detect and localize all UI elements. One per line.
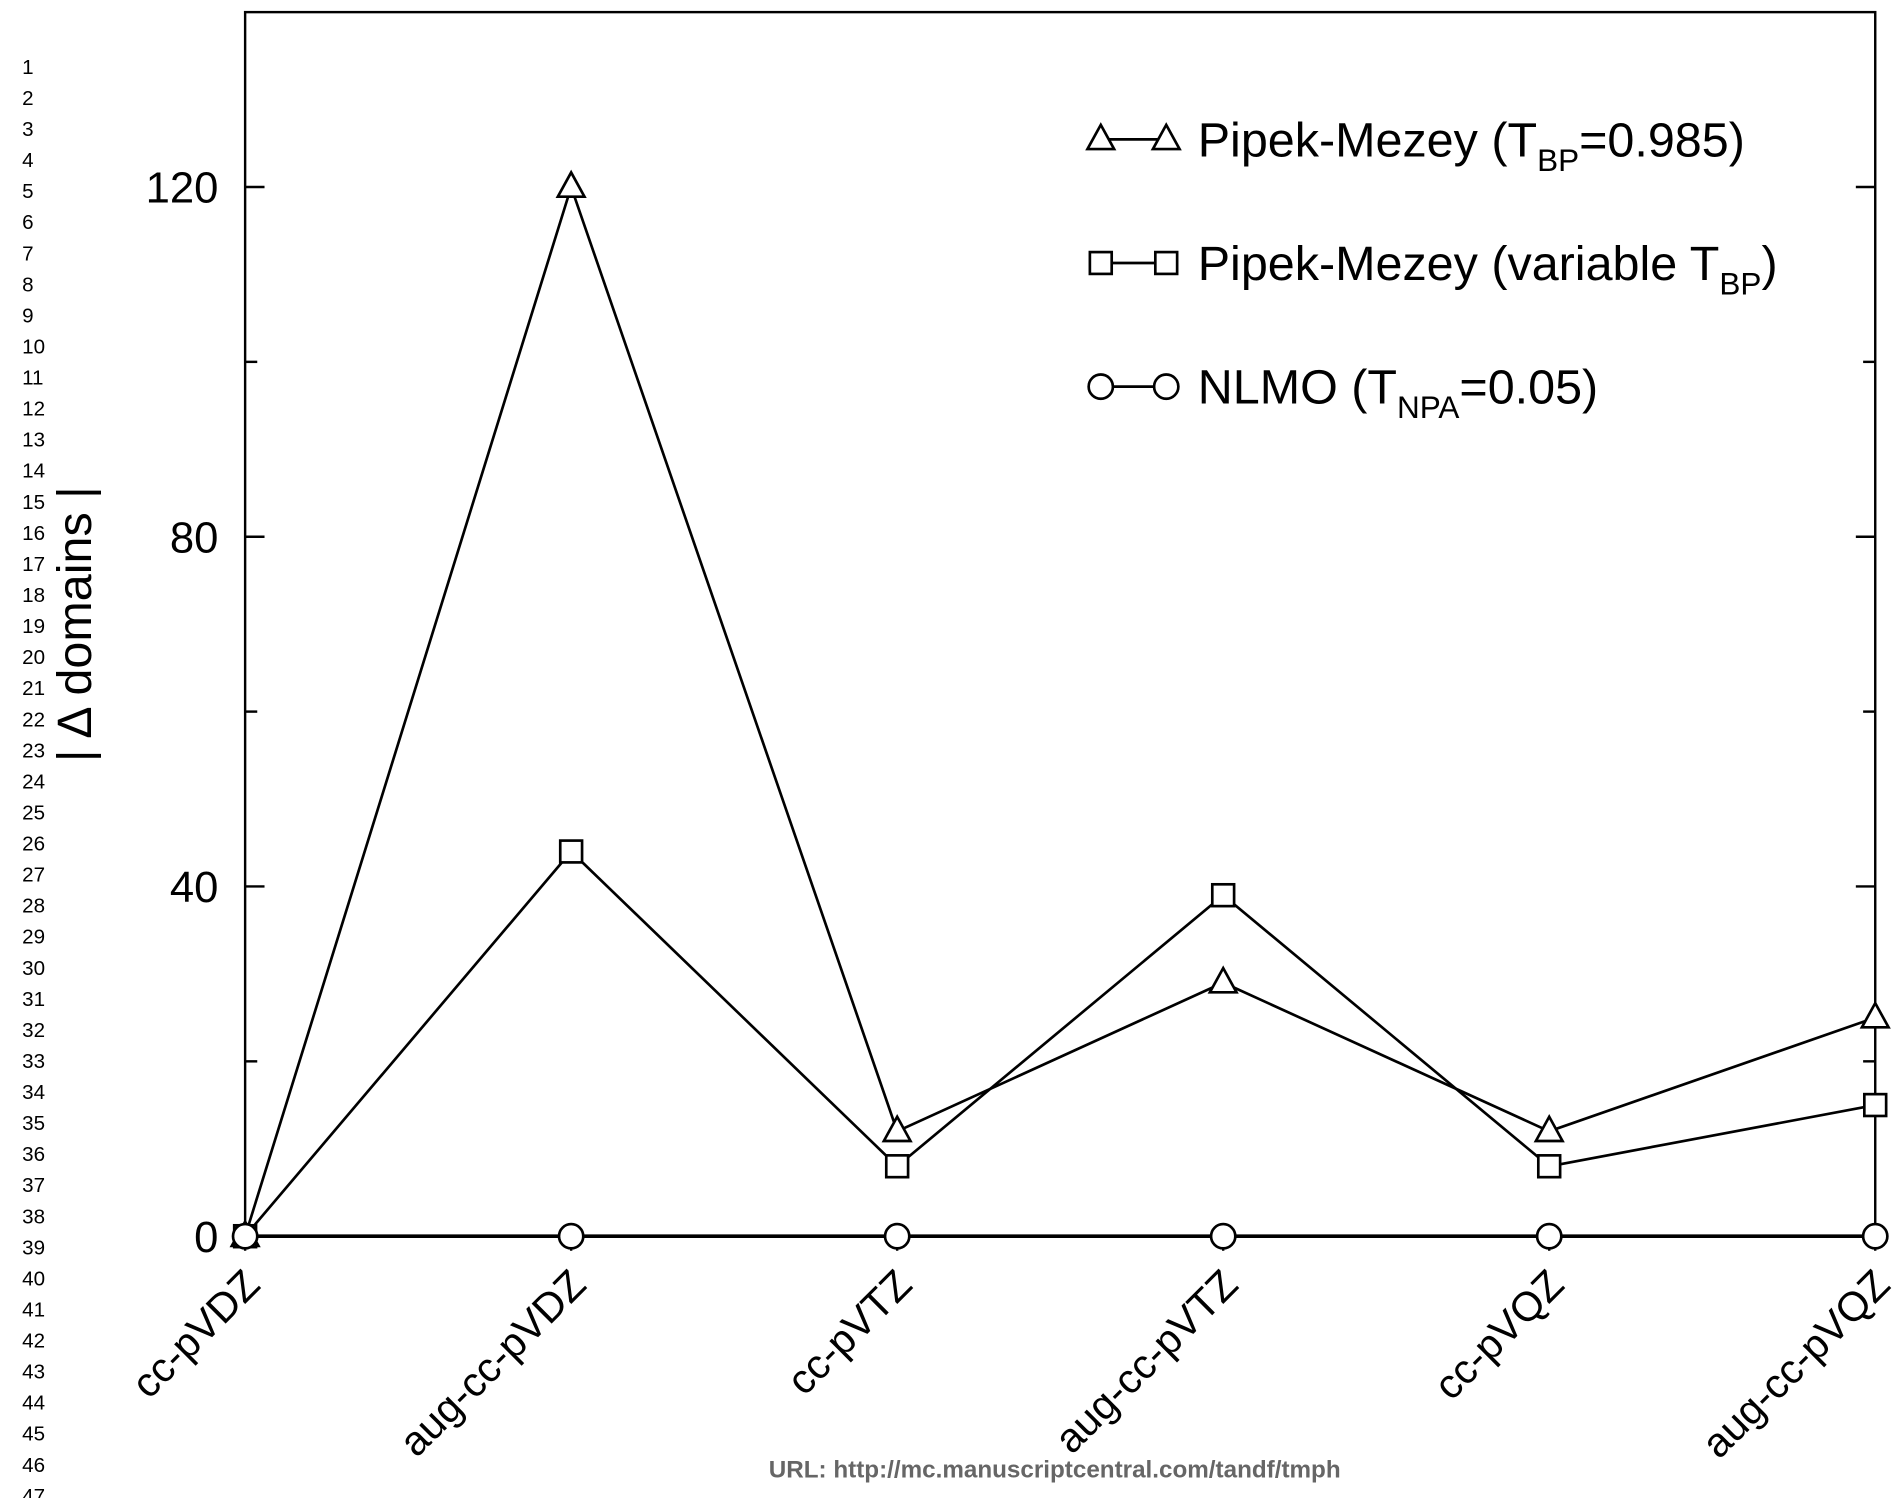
marker-triangle — [555, 169, 587, 199]
x-tick-label: aug-cc-pVQZ — [1693, 1261, 1899, 1467]
marker-square — [884, 1154, 910, 1179]
line-number: 31 — [22, 988, 45, 1011]
line-number: 27 — [22, 864, 45, 887]
marker-triangle — [881, 1113, 913, 1143]
line-number: 19 — [22, 615, 45, 638]
series-line — [243, 182, 1876, 1237]
marker-triangle — [1085, 122, 1117, 151]
marker-circle — [1152, 373, 1180, 401]
legend-text: ) — [1761, 237, 1777, 291]
marker-square — [1536, 1154, 1562, 1179]
marker-square — [1210, 882, 1236, 908]
marker-square — [1862, 1092, 1888, 1118]
legend-text: =0.985) — [1579, 113, 1745, 167]
line-number: 30 — [22, 957, 45, 980]
line-number: 4 — [22, 149, 33, 172]
y-tick-label: 40 — [170, 864, 219, 912]
marker-circle — [883, 1222, 911, 1250]
line-number: 34 — [22, 1081, 45, 1104]
line-number: 11 — [22, 367, 43, 390]
legend-text: Pipek-Mezey (variable T — [1198, 237, 1720, 291]
line-number: 28 — [22, 895, 45, 918]
line-number: 44 — [22, 1392, 45, 1415]
marker-circle — [557, 1222, 585, 1250]
marker-circle — [1535, 1222, 1563, 1250]
plot-frame — [243, 10, 1877, 1238]
y-tick-label: 80 — [170, 514, 219, 562]
y-tick-label: 120 — [146, 165, 219, 213]
marker-triangle — [1859, 1000, 1891, 1029]
line-number: 15 — [22, 491, 45, 514]
line-number: 39 — [22, 1236, 45, 1259]
series-line — [244, 849, 1876, 1238]
line-number: 12 — [22, 398, 45, 421]
legend-subscript: BP — [1537, 142, 1579, 178]
legend-label: Pipek-Mezey (TBP=0.985) — [1198, 113, 1745, 178]
x-tick-label: cc-pVDZ — [123, 1261, 269, 1407]
marker-triangle — [1533, 1113, 1565, 1143]
line-number: 14 — [22, 460, 45, 483]
footer: URL: http://mc.manuscriptcentral.com/tan… — [769, 1456, 1341, 1483]
line-number: 6 — [22, 211, 33, 234]
legend-subscript: BP — [1719, 266, 1761, 302]
x-tick-label: cc-pVTZ — [778, 1261, 921, 1404]
x-tick-label: aug-cc-pVDZ — [390, 1261, 594, 1465]
x-tick-label: aug-cc-pVTZ — [1046, 1261, 1247, 1462]
line-number: 42 — [22, 1330, 45, 1353]
line-number: 46 — [22, 1454, 45, 1477]
line-number: 18 — [22, 584, 45, 607]
line-number: 37 — [22, 1174, 45, 1197]
line-number: 10 — [22, 335, 45, 358]
line-number: 17 — [22, 553, 45, 576]
line-number: 36 — [22, 1143, 45, 1166]
line-number: 24 — [22, 770, 45, 793]
line-number: 3 — [22, 118, 33, 141]
x-tick-label: cc-pVQZ — [1425, 1261, 1572, 1408]
marker-circle — [1087, 373, 1115, 401]
line-number: 47 — [22, 1485, 45, 1498]
line-number: 25 — [22, 801, 45, 824]
line-number: 21 — [22, 677, 45, 700]
line-number: 16 — [22, 522, 45, 545]
line-number: 32 — [22, 1019, 45, 1042]
legend-label: Pipek-Mezey (variable TBP) — [1198, 237, 1778, 302]
marker-circle — [1209, 1222, 1237, 1250]
line-number: 13 — [22, 429, 45, 452]
line-number: 20 — [22, 646, 45, 669]
line-number: 38 — [22, 1205, 45, 1228]
marker-square — [1153, 250, 1179, 276]
line-number: 1 — [22, 56, 33, 79]
line-number: 40 — [22, 1267, 45, 1290]
legend-text: =0.05) — [1459, 361, 1598, 415]
line-number: 26 — [22, 833, 45, 856]
legend-subscript: NPA — [1397, 389, 1459, 425]
marker-triangle — [1150, 122, 1182, 151]
line-number: 5 — [22, 180, 33, 203]
y-tick-label: 0 — [194, 1214, 218, 1262]
marker-circle — [231, 1222, 259, 1250]
line-number: 29 — [22, 926, 45, 949]
line-number: 43 — [22, 1361, 45, 1384]
legend-text: Pipek-Mezey (T — [1198, 113, 1537, 167]
line-number: 22 — [22, 708, 45, 731]
line-number: 23 — [22, 739, 45, 762]
line-number: 8 — [22, 273, 33, 296]
marker-square — [1088, 250, 1114, 276]
legend-label: NLMO (TNPA=0.05) — [1198, 361, 1598, 426]
marker-circle — [1861, 1222, 1889, 1250]
line-number: 35 — [22, 1112, 45, 1135]
y-axis-label: | Δ domains | — [48, 486, 102, 762]
line-number: 45 — [22, 1423, 45, 1446]
marker-square — [558, 839, 584, 864]
legend-text: NLMO (T — [1198, 361, 1397, 415]
line-number: 41 — [22, 1298, 45, 1321]
marker-triangle — [1207, 965, 1239, 994]
line-number: 33 — [22, 1050, 45, 1073]
line-number: 2 — [22, 87, 33, 110]
line-number: 9 — [22, 304, 33, 327]
line-number: 7 — [22, 242, 33, 265]
